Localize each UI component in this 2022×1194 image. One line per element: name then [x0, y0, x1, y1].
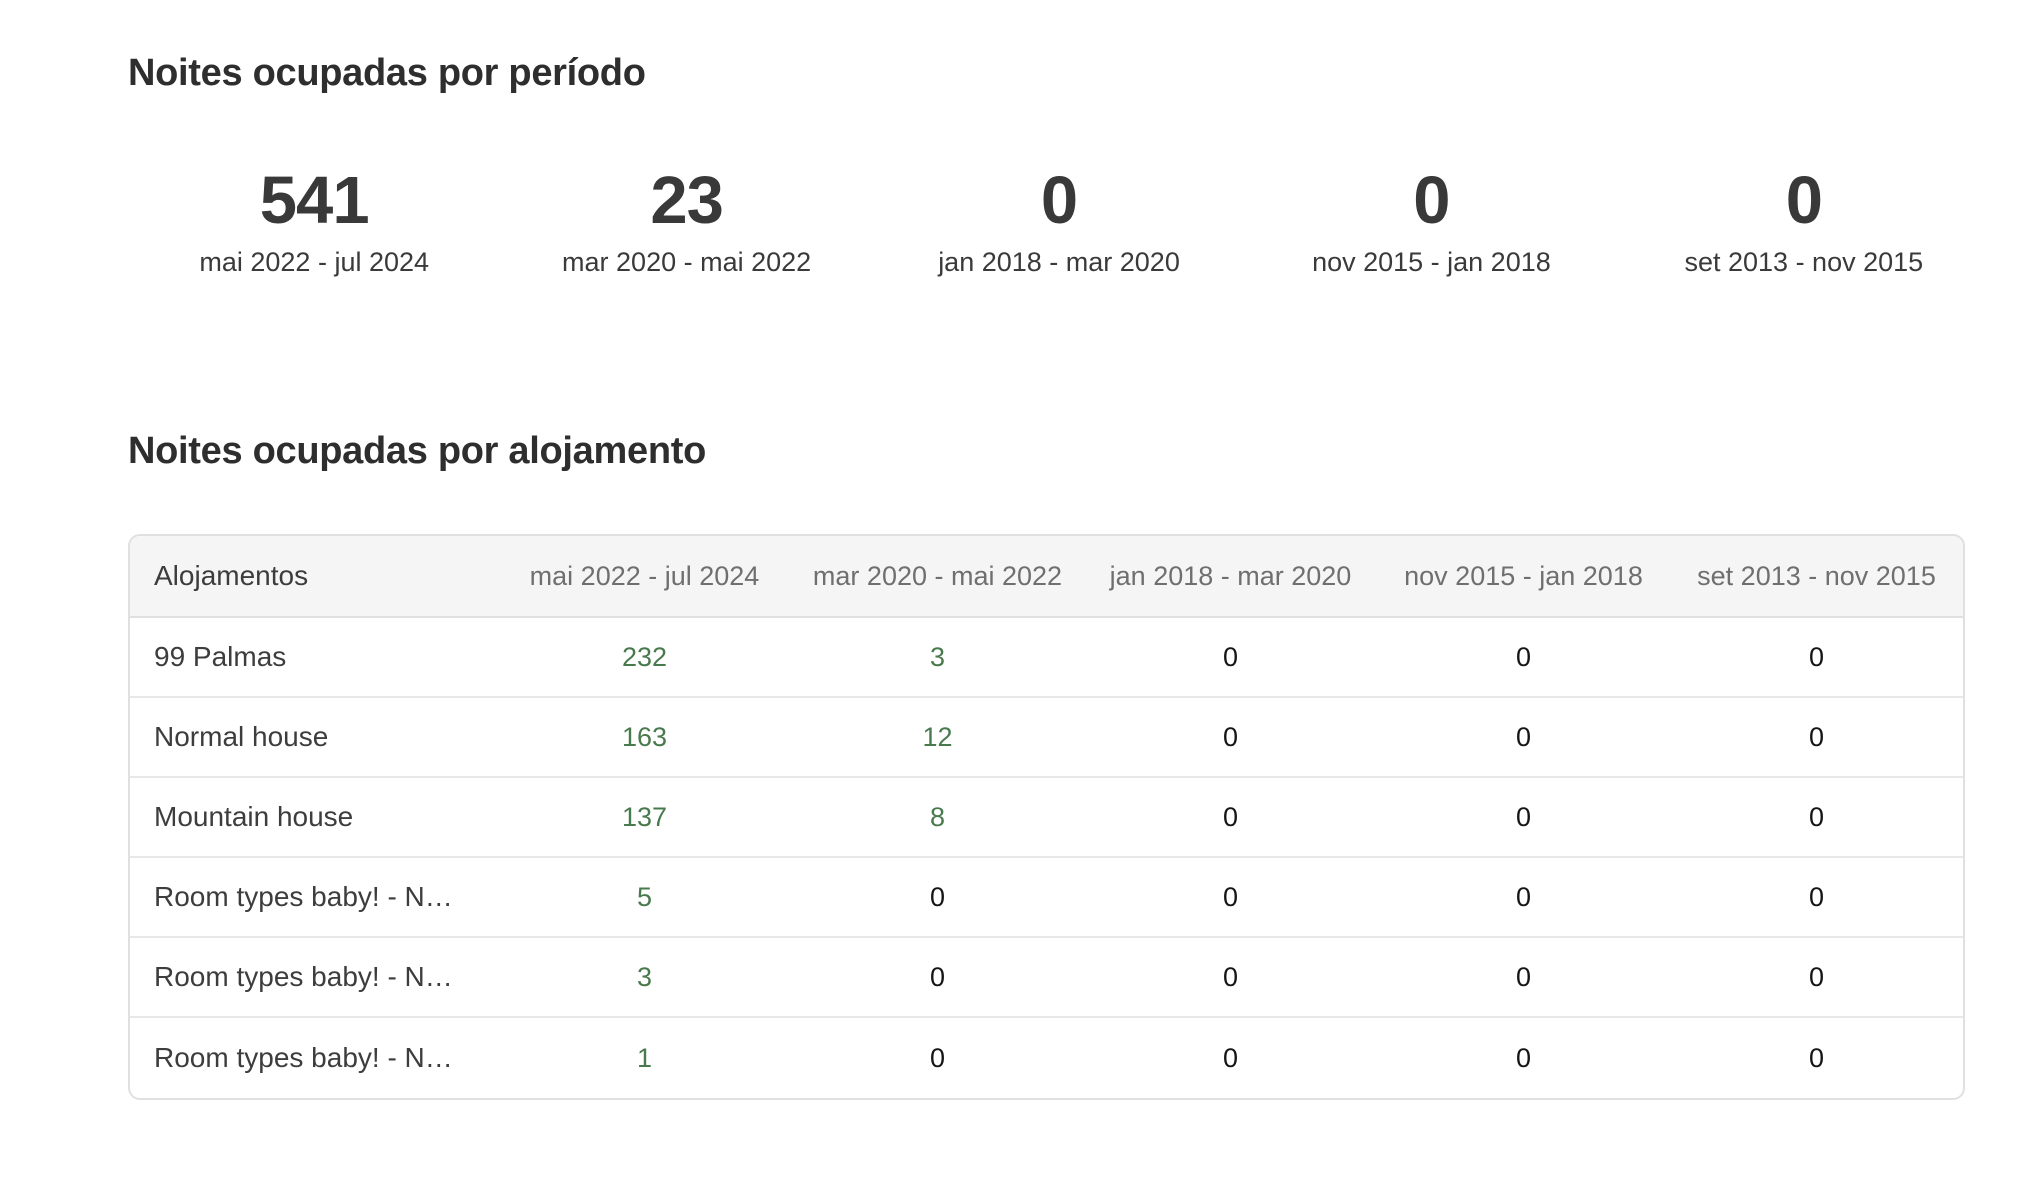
- nights-value-cell: 0: [1808, 641, 1825, 672]
- nights-value-cell: 0: [1515, 961, 1532, 992]
- column-header-period: mai 2022 - jul 2024: [529, 560, 760, 591]
- stat-value: 0: [1785, 163, 1823, 238]
- nights-value-cell: 0: [1222, 721, 1239, 752]
- column-header-period: mar 2020 - mai 2022: [812, 560, 1063, 591]
- stat-value: 23: [650, 163, 724, 238]
- stat-item: 541 mai 2022 - jul 2024: [128, 163, 500, 278]
- stat-value: 0: [1413, 163, 1450, 238]
- nights-value-cell: 1: [636, 1042, 653, 1073]
- nights-value-cell: 0: [1222, 881, 1239, 912]
- nights-value-cell: 163: [621, 721, 668, 752]
- table-row: 99 Palmas 232 3 0 0 0: [130, 618, 1963, 698]
- stat-value: 0: [1040, 163, 1078, 238]
- period-stats-row: 541 mai 2022 - jul 2024 23 mar 2020 - ma…: [128, 163, 1990, 278]
- nights-value-cell: 5: [636, 881, 653, 912]
- accommodation-name-cell: Room types baby! - N…: [154, 881, 453, 912]
- nights-value-cell: 3: [929, 641, 946, 672]
- column-header-period: set 2013 - nov 2015: [1697, 560, 1936, 591]
- accommodation-name-cell: Room types baby! - N…: [154, 1042, 453, 1073]
- occupancy-table: Alojamentos mai 2022 - jul 2024 mar 2020…: [128, 534, 1965, 1100]
- nights-value-cell: 0: [929, 881, 946, 912]
- nights-value-cell: 8: [929, 801, 946, 832]
- stat-label: mar 2020 - mai 2022: [562, 247, 812, 277]
- column-header-period: nov 2015 - jan 2018: [1404, 560, 1643, 591]
- stat-item: 0 nov 2015 - jan 2018: [1245, 163, 1617, 278]
- table-row: Room types baby! - N… 1 0 0 0 0: [130, 1018, 1963, 1098]
- accommodation-name-cell: Room types baby! - N…: [154, 961, 453, 992]
- nights-value-cell: 0: [1515, 881, 1532, 912]
- nights-value-cell: 0: [1808, 1042, 1825, 1073]
- stat-label: mai 2022 - jul 2024: [199, 247, 430, 277]
- table-header-row: Alojamentos mai 2022 - jul 2024 mar 2020…: [130, 536, 1963, 618]
- stat-label: nov 2015 - jan 2018: [1312, 247, 1551, 277]
- nights-value-cell: 0: [1515, 721, 1532, 752]
- nights-value-cell: 0: [1808, 961, 1825, 992]
- nights-value-cell: 137: [621, 801, 668, 832]
- nights-value-cell: 0: [1222, 801, 1239, 832]
- stat-label: set 2013 - nov 2015: [1684, 247, 1924, 277]
- accommodation-name-cell: 99 Palmas: [154, 641, 287, 672]
- table-row: Room types baby! - N… 5 0 0 0 0: [130, 858, 1963, 938]
- nights-value-cell: 0: [1808, 801, 1825, 832]
- stat-item: 0 set 2013 - nov 2015: [1618, 163, 1990, 278]
- stat-label: jan 2018 - mar 2020: [938, 247, 1180, 277]
- nights-value-cell: 0: [1808, 881, 1825, 912]
- stat-value: 541: [259, 163, 370, 238]
- report-content: Noites ocupadas por período 541 mai 2022…: [128, 48, 1990, 1100]
- nights-value-cell: 0: [1222, 1042, 1239, 1073]
- section-title-period: Noites ocupadas por período: [128, 52, 646, 94]
- nights-value-cell: 0: [1515, 1042, 1532, 1073]
- column-header-accommodations: Alojamentos: [154, 560, 309, 591]
- section-title-accommodation: Noites ocupadas por alojamento: [128, 430, 706, 472]
- nights-value-cell: 0: [929, 1042, 946, 1073]
- stat-item: 23 mar 2020 - mai 2022: [500, 163, 872, 278]
- accommodation-name-cell: Mountain house: [154, 801, 354, 832]
- table-row: Normal house 163 12 0 0 0: [130, 698, 1963, 778]
- nights-value-cell: 0: [1515, 641, 1532, 672]
- nights-value-cell: 0: [929, 961, 946, 992]
- nights-value-cell: 0: [1222, 961, 1239, 992]
- nights-value-cell: 232: [621, 641, 668, 672]
- column-header-period: jan 2018 - mar 2020: [1109, 560, 1352, 591]
- nights-value-cell: 0: [1808, 721, 1825, 752]
- stat-item: 0 jan 2018 - mar 2020: [873, 163, 1245, 278]
- nights-value-cell: 12: [922, 721, 953, 752]
- nights-value-cell: 3: [636, 961, 653, 992]
- accommodation-name-cell: Normal house: [154, 721, 329, 752]
- nights-value-cell: 0: [1222, 641, 1239, 672]
- table-row: Mountain house 137 8 0 0 0: [130, 778, 1963, 858]
- table-row: Room types baby! - N… 3 0 0 0 0: [130, 938, 1963, 1018]
- nights-value-cell: 0: [1515, 801, 1532, 832]
